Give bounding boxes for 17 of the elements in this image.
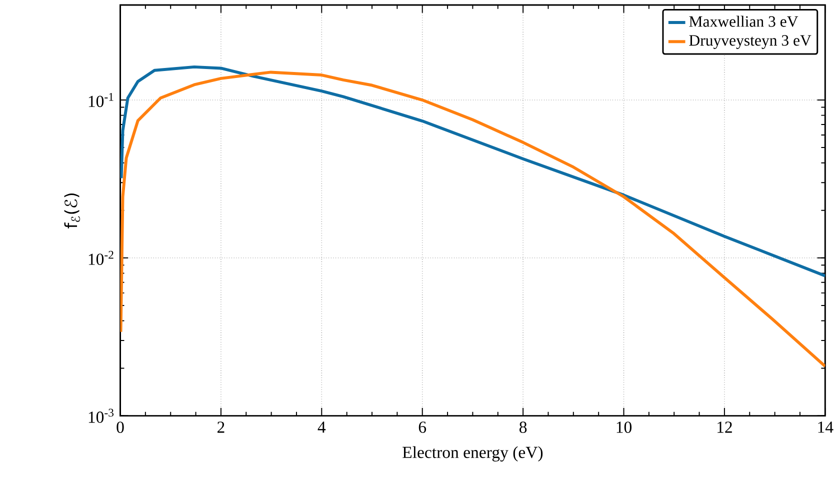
y-tick-label: 10$^{-2}$ [88,250,114,265]
line-series [120,70,826,368]
y-axis-title: f$_{ℰ}$(ℰ) [64,193,80,228]
x-tick-label: 12 [718,422,732,433]
x-tick-label: 2 [218,422,224,433]
y-tick-label: 10$^{-3}$ [88,408,114,423]
x-tick-label: 4 [318,422,326,433]
legend-label: Maxwellian 3 eV [689,16,798,27]
legend-label: Druyveysteyn 3 eV [689,35,812,49]
y-tick-label: 10$^{-1}$ [88,92,114,108]
x-tick-label: 0 [116,422,124,433]
x-axis-title: Electron energy (eV) [402,446,543,462]
x-tick-label: 14 [818,422,834,433]
x-tick-label: 8 [520,422,527,433]
line-series [120,65,826,278]
x-tick-label: 6 [418,422,426,433]
x-tick-label: 10 [616,422,632,433]
